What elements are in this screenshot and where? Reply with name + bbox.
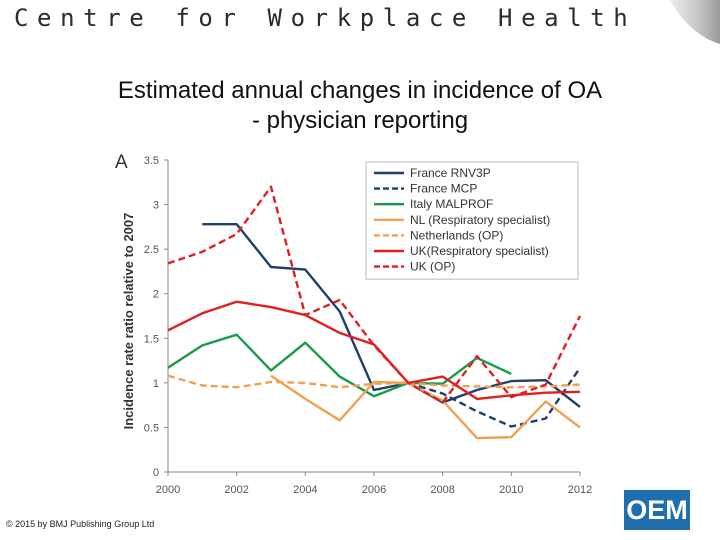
legend-label-5: Netherlands (OP) [410, 228, 503, 242]
x-tick-label: 2012 [568, 484, 592, 496]
legend-label-7: UK (OP) [410, 260, 455, 274]
y-tick-label: 1 [153, 378, 159, 390]
x-tick-label: 2010 [499, 484, 523, 496]
oem-logo: OEM [624, 490, 690, 530]
series-line-7 [167, 185, 582, 404]
y-tick-label: 2.5 [144, 244, 159, 256]
legend-label-3: Italy MALPROF [410, 197, 493, 211]
organisation-title: Centre for Workplace Health [14, 4, 637, 32]
legend-label-4: NL (Respiratory specialist) [410, 213, 550, 227]
series-line-6 [167, 300, 581, 401]
copyright-notice: © 2015 by BMJ Publishing Group Ltd [6, 519, 155, 529]
series-line-1 [202, 222, 581, 408]
series-line-5 [167, 374, 581, 389]
x-tick-label: 2000 [156, 484, 180, 496]
y-tick-label: 0 [153, 467, 159, 479]
header-banner: Centre for Workplace Health [0, 0, 720, 44]
y-tick-label: 1.5 [144, 333, 159, 345]
series-line-2 [407, 367, 581, 428]
y-tick-label: 3 [153, 200, 159, 212]
legend-label-2: France MCP [410, 182, 477, 196]
legend-label-1: France RNV3P [410, 166, 491, 180]
x-tick-label: 2004 [293, 484, 317, 496]
panel-label: A [115, 152, 128, 173]
header-swoosh-graphic [630, 0, 720, 44]
slide-title-line-1: Estimated annual changes in incidence of… [117, 77, 603, 104]
y-tick-label: 2 [153, 289, 159, 301]
legend-label-6: UK(Respiratory specialist) [410, 244, 549, 258]
series-line-3 [167, 333, 512, 398]
y-tick-label: 3.5 [144, 155, 159, 167]
y-tick-label: 0.5 [144, 422, 159, 434]
slide-title-line-2: - physician reporting [251, 107, 469, 134]
x-tick-label: 2008 [430, 484, 454, 496]
y-axis-label: Incidence rate ratio relative to 2007 [121, 213, 136, 430]
x-tick-label: 2006 [362, 484, 386, 496]
x-tick-label: 2002 [224, 484, 248, 496]
slide-title: Estimated annual changes in incidence of… [0, 76, 720, 136]
